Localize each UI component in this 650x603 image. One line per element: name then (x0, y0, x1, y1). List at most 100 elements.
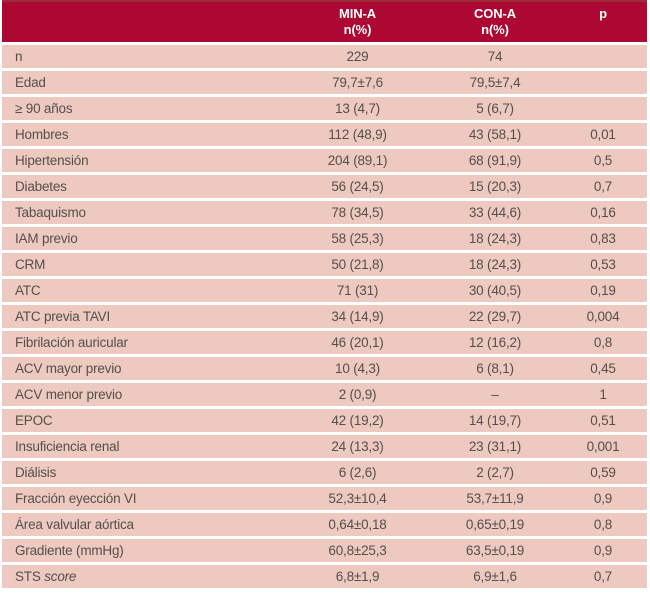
cell-min-a: 42 (19,2) (331, 413, 384, 428)
cell-con-a: 53,7±11,9 (466, 491, 524, 506)
row-label: STS score (15, 569, 77, 584)
header-min-a-name: MIN-A (338, 6, 377, 21)
cell-p: 0,7 (593, 569, 613, 584)
cell-con-a: 15 (20,3) (468, 179, 522, 194)
cell-min-a: 13 (4,7) (335, 101, 380, 116)
cell-con-a: 12 (16,2) (468, 335, 522, 350)
table-row: Fracción eyección VI 52,3±10,4 53,7±11,9 0,… (2, 487, 647, 510)
cell-p: 0,45 (590, 361, 616, 376)
table-row: IAM previo 58 (25,3) 18 (24,3) 0,83 (2, 227, 647, 250)
cell-p: 0,83 (590, 231, 616, 246)
table-row: Diabetes 56 (24,5) 15 (20,3) 0,7 (2, 175, 647, 198)
table-row: STS score 6,8±1,9 6,9±1,6 0,7 (2, 565, 647, 588)
table-row: CRM 50 (21,8) 18 (24,3) 0,53 (2, 253, 647, 276)
table-row: ACV menor previo 2 (0,9) – 1 (2, 383, 647, 406)
cell-p: 0,8 (593, 517, 613, 532)
row-label: ATC (15, 283, 41, 298)
comparison-table: MIN-A n(%) CON-A n(%) p n 229 74 Edad 79,7±7… (2, 0, 647, 588)
cell-min-a: 2 (0,9) (338, 387, 377, 402)
row-label: ACV mayor previo (15, 361, 122, 376)
header-con-a-unit: n(%) (481, 22, 509, 37)
cell-min-a: 79,7±7,6 (332, 75, 383, 90)
row-label: Diabetes (15, 179, 67, 194)
cell-con-a: 0,65±0,19 (465, 517, 525, 532)
cell-p: 0,19 (590, 283, 616, 298)
header-cell-label (2, 2, 284, 42)
row-label: ATC previa TAVI (15, 309, 111, 324)
row-label: Fibrilación auricular (15, 335, 128, 350)
table-header: MIN-A n(%) CON-A n(%) p (2, 0, 647, 42)
row-label: ACV menor previo (15, 387, 123, 402)
cell-con-a: 23 (31,1) (468, 439, 522, 454)
table-row: Diálisis 6 (2,6) 2 (2,7) 0,59 (2, 461, 647, 484)
row-label: n (15, 49, 23, 64)
row-label: Gradiente (mmHg) (15, 543, 124, 558)
row-label: Hipertensión (15, 153, 89, 168)
table-row: Hipertensión 204 (89,1) 68 (91,9) 0,5 (2, 149, 647, 172)
table-row: Edad 79,7±7,6 79,5±7,4 (2, 71, 647, 94)
cell-con-a: 74 (487, 49, 503, 64)
cell-min-a: 60,8±25,3 (328, 543, 387, 558)
cell-p: 0,59 (590, 465, 616, 480)
cell-con-a: 30 (40,5) (468, 283, 522, 298)
cell-min-a: 71 (31) (336, 283, 379, 298)
cell-con-a: 5 (6,7) (476, 101, 514, 116)
cell-min-a: 6 (2,6) (338, 465, 377, 480)
cell-con-a: 6 (8,1) (476, 361, 514, 376)
cell-p: 0,53 (590, 257, 616, 272)
cell-min-a: 46 (20,1) (331, 335, 384, 350)
cell-min-a: 78 (34,5) (331, 205, 384, 220)
cell-p: 0,5 (593, 153, 613, 168)
table-row: Fibrilación auricular 46 (20,1) 12 (16,2) 0… (2, 331, 647, 354)
cell-p: 0,8 (593, 335, 613, 350)
row-label: Edad (15, 75, 46, 90)
row-label: IAM previo (15, 231, 78, 246)
row-label: Tabaquismo (15, 205, 86, 220)
cell-min-a: 112 (48,9) (328, 127, 387, 142)
cell-p: 0,51 (590, 413, 616, 428)
cell-con-a: 33 (44,6) (468, 205, 522, 220)
table-row: Insuficiencia renal 24 (13,3) 23 (31,1) 0,0… (2, 435, 647, 458)
header-cell-p: p (559, 2, 647, 42)
cell-con-a: 43 (58,1) (468, 127, 522, 142)
row-label: ≥ 90 años (15, 101, 73, 116)
cell-p: 0,9 (593, 491, 613, 506)
cell-con-a: 2 (2,7) (476, 465, 514, 480)
table-rows: n 229 74 Edad 79,7±7,6 79,5±7,4 ≥ 90 años 13 (4… (2, 45, 647, 588)
row-label: CRM (15, 257, 46, 272)
row-label: Insuficiencia renal (15, 439, 120, 454)
row-label: EPOC (15, 413, 53, 428)
header-con-a-name: CON-A (473, 6, 517, 21)
cell-min-a: 50 (21,8) (331, 257, 384, 272)
cell-p: 0,7 (593, 179, 613, 194)
table-row: ACV mayor previo 10 (4,3) 6 (8,1) 0,45 (2, 357, 647, 380)
cell-p: 0,004 (586, 309, 620, 324)
cell-con-a: 22 (29,7) (468, 309, 522, 324)
table-row: ≥ 90 años 13 (4,7) 5 (6,7) (2, 97, 647, 120)
row-label: Diálisis (15, 465, 57, 480)
cell-p: 1 (599, 387, 607, 402)
table-row: Hombres 112 (48,9) 43 (58,1) 0,01 (2, 123, 647, 146)
row-label: Área valvular aórtica (15, 517, 134, 532)
cell-min-a: 58 (25,3) (331, 231, 384, 246)
table-row: Tabaquismo 78 (34,5) 33 (44,6) 0,16 (2, 201, 647, 224)
cell-con-a: 14 (19,7) (468, 413, 522, 428)
table-row: n 229 74 (2, 45, 647, 68)
header-cell-min-a: MIN-A n(%) (284, 2, 431, 42)
cell-p: 0,9 (593, 543, 613, 558)
table-row: EPOC 42 (19,2) 14 (19,7) 0,51 (2, 409, 647, 432)
cell-con-a: 79,5±7,4 (469, 75, 521, 90)
header-p-name: p (599, 6, 607, 21)
cell-min-a: 10 (4,3) (335, 361, 380, 376)
cell-con-a: 18 (24,3) (468, 257, 522, 272)
cell-p: 0,01 (590, 127, 616, 142)
cell-con-a: 18 (24,3) (468, 231, 522, 246)
cell-con-a: 68 (91,9) (468, 153, 522, 168)
cell-con-a: 6,9±1,6 (473, 569, 517, 584)
cell-min-a: 34 (14,9) (331, 309, 384, 324)
cell-min-a: 6,8±1,9 (335, 569, 380, 584)
table-row: ATC 71 (31) 30 (40,5) 0,19 (2, 279, 647, 302)
header-cell-con-a: CON-A n(%) (431, 2, 559, 42)
cell-min-a: 0,64±0,18 (328, 517, 387, 532)
